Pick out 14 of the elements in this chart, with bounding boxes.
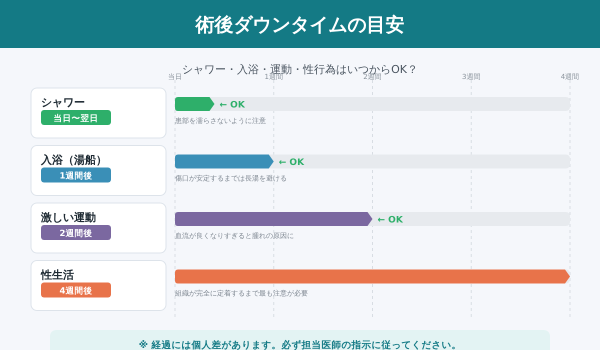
y-tick-label: 入浴（湯船） — [40, 154, 107, 166]
y-tick-label: 激しい運動 — [40, 211, 96, 224]
bar — [175, 154, 274, 168]
text: 1週間後 — [60, 170, 92, 182]
annotation: ← OK — [378, 216, 404, 226]
text: 当日〜翌日 — [54, 113, 98, 124]
y-tick-label: 性生活 — [40, 268, 74, 282]
annotation: ← OK — [278, 158, 306, 168]
annotation: ← OK — [220, 100, 246, 110]
y-tick-label: シャワー — [41, 96, 85, 109]
text: ※ 経過には個人差があります。必ず担当医師の指示に従ってください。 — [138, 339, 462, 350]
text: 2週間後 — [60, 228, 92, 239]
text: 4週間後 — [60, 286, 92, 296]
chart-title: 術後ダウンタイムの目安 — [194, 14, 404, 36]
